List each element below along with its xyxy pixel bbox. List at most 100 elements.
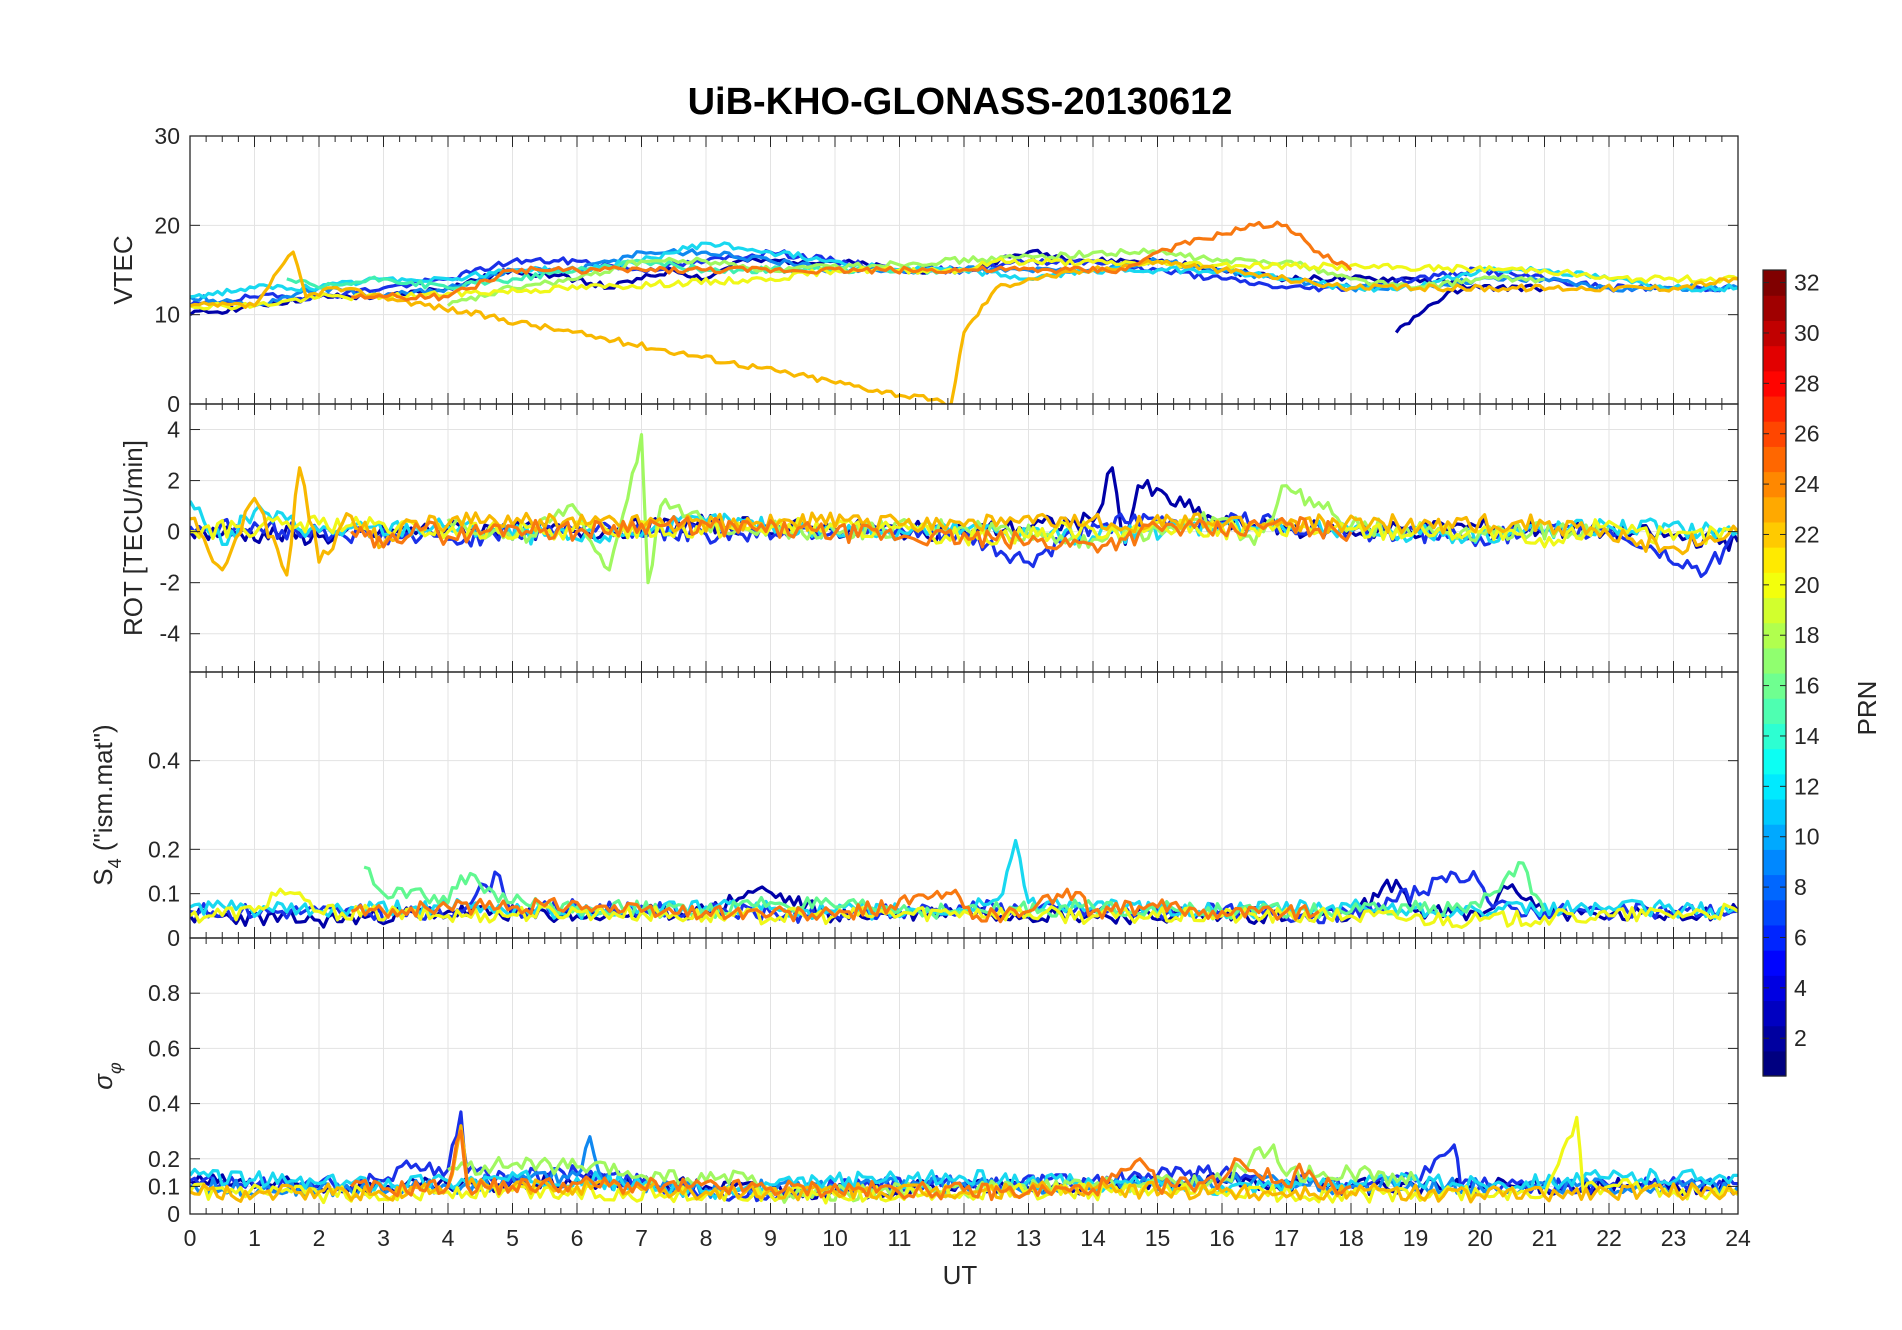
colorbar-tick-label: 2	[1794, 1025, 1807, 1051]
x-tick-label: 17	[1274, 1225, 1300, 1251]
colorbar-tick-label: 12	[1794, 773, 1820, 799]
y-tick-label: -2	[160, 570, 180, 596]
colorbar-swatch	[1763, 446, 1786, 473]
y-tick-label: 0.2	[148, 836, 180, 862]
colorbar-swatch	[1763, 345, 1786, 372]
colorbar-swatch	[1763, 698, 1786, 724]
x-tick-label: 24	[1725, 1225, 1751, 1251]
colorbar-tick-label: 28	[1794, 370, 1820, 396]
colorbar-swatch	[1763, 647, 1786, 674]
y-tick-label: -4	[160, 621, 181, 647]
y-tick-label: 0	[167, 391, 180, 417]
colorbar-swatch	[1763, 270, 1786, 296]
y-axis-label: S4 ("ism.mat")	[88, 724, 125, 885]
colorbar-swatch	[1763, 849, 1786, 876]
y-tick-label: 0.1	[148, 881, 180, 907]
colorbar-swatch	[1763, 723, 1786, 750]
x-tick-label: 12	[951, 1225, 977, 1251]
series-line-prn-2	[1394, 286, 1468, 334]
y-tick-label: 0.6	[148, 1035, 180, 1061]
series-line-prn-22	[190, 466, 1738, 577]
colorbar-swatch	[1763, 572, 1786, 599]
x-tick-label: 18	[1338, 1225, 1364, 1251]
panel-2: -4 -2 0 2 4 ROT [TECU/min]	[118, 403, 1739, 673]
x-tick-label: 1	[248, 1225, 261, 1251]
series-group	[190, 220, 1738, 404]
colorbar-tick-label: 20	[1794, 572, 1820, 598]
y-tick-label: 10	[154, 302, 180, 328]
colorbar-swatch	[1763, 597, 1786, 624]
x-tick-label: 23	[1661, 1225, 1687, 1251]
series-line-prn-24	[350, 1129, 1352, 1202]
panel-1: 0 10 20 30 VTEC	[108, 123, 1739, 417]
colorbar-swatch	[1763, 975, 1786, 1002]
series-line-prn-20	[190, 887, 1738, 929]
y-tick-label: 0.4	[148, 1091, 180, 1117]
y-tick-label: 0.1	[148, 1173, 180, 1199]
series-group	[190, 1110, 1738, 1205]
colorbar-swatch	[1763, 1050, 1786, 1077]
colorbar-swatch	[1763, 395, 1786, 422]
x-tick-label: 21	[1532, 1225, 1558, 1251]
series-group	[190, 433, 1738, 585]
x-tick-label: 7	[635, 1225, 648, 1251]
y-tick-label: 2	[167, 468, 180, 494]
x-tick-label: 5	[506, 1225, 519, 1251]
x-tick-label: 16	[1209, 1225, 1235, 1251]
x-tick-label: 15	[1145, 1225, 1171, 1251]
y-tick-label: 4	[167, 417, 180, 443]
y-tick-label: 0	[167, 1201, 180, 1227]
y-axis-label: σφ	[88, 1062, 125, 1090]
x-tick-label: 0	[184, 1225, 197, 1251]
colorbar-swatch	[1763, 295, 1786, 321]
colorbar-tick-label: 14	[1794, 723, 1820, 749]
x-tick-label: 14	[1080, 1225, 1106, 1251]
x-tick-label: 4	[442, 1225, 455, 1251]
colorbar-tick-label: 10	[1794, 824, 1820, 850]
x-tick-label: 13	[1016, 1225, 1042, 1251]
x-tick-label: 19	[1403, 1225, 1429, 1251]
x-tick-label: 2	[313, 1225, 326, 1251]
y-tick-label: 0	[167, 519, 180, 545]
colorbar-tick-label: 8	[1794, 874, 1807, 900]
colorbar-swatch	[1763, 547, 1786, 573]
chart-title: UiB-KHO-GLONASS-20130612	[688, 81, 1233, 123]
x-tick-label: 9	[764, 1225, 777, 1251]
colorbar-tick-label: 22	[1794, 521, 1820, 547]
colorbar-tick-label: 30	[1794, 320, 1820, 346]
series-line-prn-24	[350, 887, 1320, 924]
colorbar-swatch	[1763, 421, 1786, 447]
colorbar-swatch	[1763, 521, 1786, 548]
y-axis-label: ROT [TECU/min]	[118, 440, 148, 636]
colorbar-swatch	[1763, 874, 1786, 901]
colorbar-tick-label: 18	[1794, 622, 1820, 648]
series-line-prn-24	[350, 515, 1353, 554]
y-axis-label: VTEC	[108, 235, 138, 304]
x-tick-label: 22	[1596, 1225, 1622, 1251]
colorbar-tick-label: 16	[1794, 673, 1820, 699]
colorbar-swatch	[1763, 798, 1786, 825]
colorbar-swatch	[1763, 950, 1786, 976]
x-tick-label: 20	[1467, 1225, 1493, 1251]
y-tick-label: 30	[154, 123, 180, 149]
y-tick-label: 20	[154, 212, 180, 238]
colorbar-swatch	[1763, 1025, 1786, 1052]
colorbar-tick-label: 26	[1794, 421, 1820, 447]
x-tick-label: 11	[888, 1225, 912, 1251]
colorbar-swatch	[1763, 1000, 1786, 1027]
colorbar-tick-label: 24	[1794, 471, 1820, 497]
series-group	[190, 838, 1738, 929]
colorbar-swatch	[1763, 673, 1786, 699]
colorbar-tick-label: 4	[1794, 975, 1807, 1001]
x-axis-label: UT	[943, 1260, 978, 1290]
colorbar-label: PRN	[1852, 681, 1882, 736]
colorbar-swatch	[1763, 471, 1786, 498]
colorbar-swatch	[1763, 773, 1786, 800]
colorbar-box	[1762, 269, 1787, 1077]
y-tick-label: 0.8	[148, 980, 180, 1006]
y-tick-label: 0	[167, 925, 180, 951]
colorbar-tick-label: 32	[1794, 270, 1820, 296]
